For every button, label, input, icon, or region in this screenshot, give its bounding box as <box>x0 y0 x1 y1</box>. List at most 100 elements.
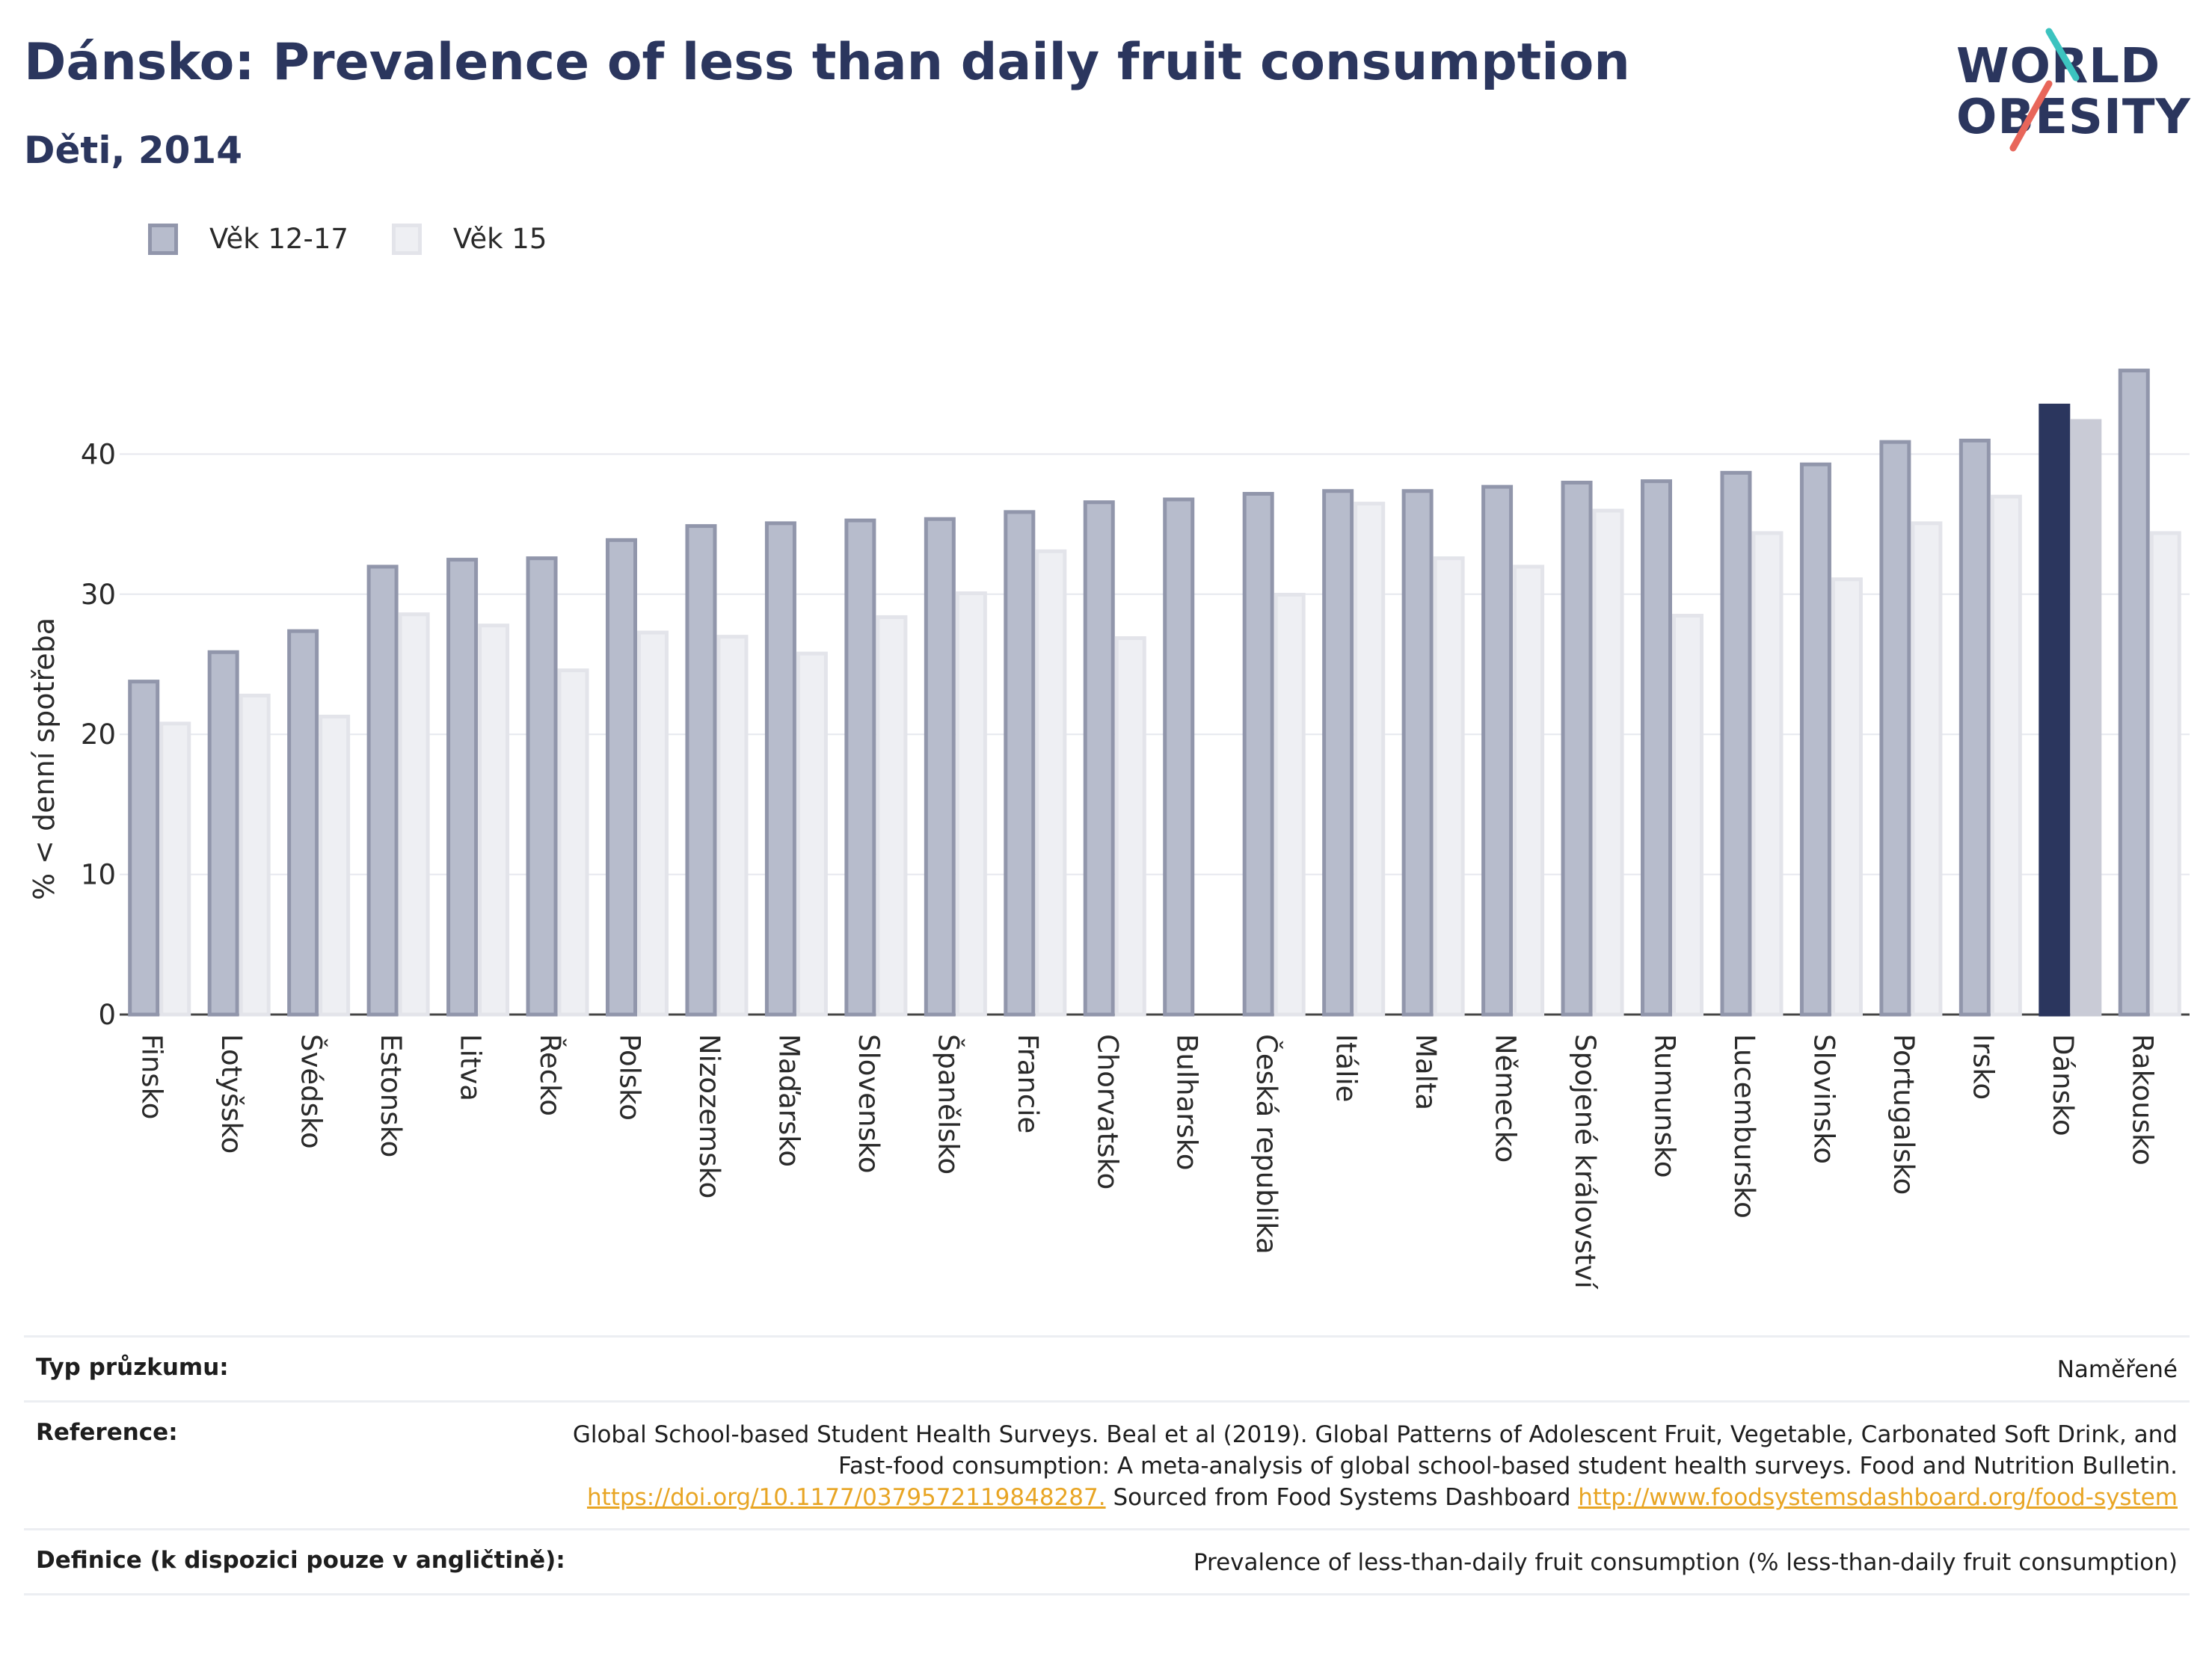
logo-line-2: OBESITY <box>1956 90 2191 145</box>
x-tick-label: Estonsko <box>375 1034 407 1157</box>
x-tick-label: Dánsko <box>2047 1034 2079 1136</box>
y-tick-label: 30 <box>81 579 116 611</box>
bar-age-15[interactable] <box>239 693 271 1017</box>
bar-age-15[interactable] <box>557 668 589 1017</box>
x-tick-label: Nizozemsko <box>693 1034 725 1198</box>
bar-age-15[interactable] <box>1513 564 1545 1017</box>
bar-age-15[interactable] <box>398 612 430 1017</box>
chart-title: Dánsko: Prevalence of less than daily fr… <box>24 33 1630 92</box>
bar-age-12-17[interactable] <box>924 517 956 1017</box>
bar-age-15[interactable] <box>1751 531 1784 1017</box>
x-tick-label: Lucembursko <box>1728 1034 1760 1219</box>
y-tick-label: 10 <box>81 859 116 891</box>
bar-age-12-17[interactable] <box>1004 510 1036 1017</box>
bar-age-15[interactable] <box>2070 419 2102 1017</box>
bar-age-15[interactable] <box>716 635 749 1017</box>
survey-type-value: Naměřené <box>2056 1356 2178 1383</box>
bar-chart: 0 10 20 30 40 Finsko Lotyšsko Švédsko Estonsko L… <box>28 369 2190 1290</box>
bar-age-12-17[interactable] <box>1481 484 1514 1017</box>
bar-age-12-17[interactable] <box>606 538 637 1017</box>
x-tick-label: Spojené království <box>1569 1034 1601 1290</box>
grid-lines <box>120 453 2190 1016</box>
bars <box>128 369 2181 1017</box>
x-tick-label: Rakousko <box>2126 1034 2158 1166</box>
bar-age-12-17[interactable] <box>1561 481 1593 1017</box>
x-tick-label: Litva <box>455 1034 487 1101</box>
y-axis-ticks: 0 10 20 30 40 <box>81 438 116 1031</box>
bar-age-15[interactable] <box>796 651 828 1017</box>
bar-age-15[interactable] <box>1672 614 1703 1017</box>
x-tick-label: Rumunsko <box>1649 1034 1681 1178</box>
bar-age-15[interactable] <box>1274 592 1306 1017</box>
definition-value: Prevalence of less-than-daily fruit cons… <box>1193 1549 2178 1576</box>
doi-link[interactable]: https://doi.org/10.1177/0379572119848287… <box>587 1484 1106 1511</box>
bar-age-12-17[interactable] <box>2039 403 2071 1017</box>
bar-age-15[interactable] <box>1114 636 1146 1017</box>
definition-label: Definice (k dispozici pouze v angličtině… <box>36 1547 565 1574</box>
bar-age-12-17[interactable] <box>1163 497 1195 1017</box>
bar-age-12-17[interactable] <box>366 564 399 1017</box>
x-tick-label: Irsko <box>1967 1034 1999 1100</box>
reference-value: Global School-based Student Health Surve… <box>570 1419 2178 1513</box>
bar-age-12-17[interactable] <box>764 521 796 1017</box>
reference-text: Global School-based Student Health Surve… <box>572 1421 2178 1480</box>
world-obesity-logo: WORLD OBESITY <box>1944 21 2199 156</box>
bar-age-12-17[interactable] <box>1083 500 1115 1017</box>
x-axis-labels: Finsko Lotyšsko Švédsko Estonsko Litva Řecko P… <box>136 1034 2159 1290</box>
bar-age-15[interactable] <box>1354 502 1386 1017</box>
x-tick-label: Španělsko <box>932 1034 965 1175</box>
metadata-table: Typ průzkumu: Naměřené Reference: Global… <box>24 1335 2190 1595</box>
bar-age-15[interactable] <box>637 630 669 1017</box>
bar-age-15[interactable] <box>1990 494 2022 1017</box>
x-tick-label: Finsko <box>136 1034 168 1119</box>
bar-age-15[interactable] <box>1911 521 1943 1017</box>
legend-item-age-15[interactable]: Věk 15 <box>391 223 547 255</box>
bar-age-15[interactable] <box>876 615 908 1017</box>
x-tick-label: Německo <box>1490 1034 1522 1163</box>
x-tick-label: Chorvatsko <box>1091 1034 1123 1189</box>
bar-age-12-17[interactable] <box>1401 489 1434 1017</box>
bar-age-15[interactable] <box>478 624 510 1017</box>
bar-age-12-17[interactable] <box>1322 489 1354 1017</box>
legend-item-age-12-17[interactable]: Věk 12-17 <box>148 223 348 255</box>
bar-age-12-17[interactable] <box>287 629 319 1017</box>
bar-age-12-17[interactable] <box>446 558 479 1017</box>
bar-age-15[interactable] <box>1592 508 1624 1017</box>
bar-age-12-17[interactable] <box>685 524 717 1017</box>
y-tick-label: 40 <box>81 438 116 470</box>
bar-age-15[interactable] <box>1035 549 1067 1017</box>
bar-age-15[interactable] <box>159 721 191 1017</box>
y-tick-label: 0 <box>98 999 116 1031</box>
bar-age-12-17[interactable] <box>128 680 160 1017</box>
bar-age-12-17[interactable] <box>1879 440 1911 1017</box>
bar-age-12-17[interactable] <box>1958 438 1991 1017</box>
reference-source-text: Sourced from Food Systems Dashboard <box>1113 1484 1571 1511</box>
bar-age-15[interactable] <box>1433 556 1465 1017</box>
bar-age-12-17[interactable] <box>526 556 558 1017</box>
bar-age-15[interactable] <box>2149 531 2181 1017</box>
bar-age-15[interactable] <box>1831 577 1863 1017</box>
chart-subtitle: Děti, 2014 <box>24 129 243 172</box>
x-tick-label: Lotyšsko <box>215 1034 248 1154</box>
bar-age-12-17[interactable] <box>1242 491 1274 1017</box>
bar-age-12-17[interactable] <box>844 518 876 1017</box>
bar-age-15[interactable] <box>319 714 351 1017</box>
legend-swatch-age-15 <box>391 223 422 255</box>
food-systems-link[interactable]: http://www.foodsystemsdashboard.org/food… <box>1578 1484 2178 1511</box>
x-tick-label: Slovinsko <box>1807 1034 1840 1164</box>
y-tick-label: 20 <box>81 718 116 751</box>
x-tick-label: Francie <box>1012 1034 1044 1133</box>
reference-row: Reference: Global School-based Student H… <box>24 1400 2190 1528</box>
bar-age-12-17[interactable] <box>1799 462 1831 1017</box>
x-tick-label: Polsko <box>614 1034 646 1121</box>
bar-age-15[interactable] <box>955 591 987 1017</box>
legend-swatch-age-12-17 <box>148 223 178 255</box>
x-tick-label: Bulharsko <box>1171 1034 1203 1170</box>
x-tick-label: Maďarsko <box>772 1034 805 1167</box>
bar-age-12-17[interactable] <box>2118 369 2150 1017</box>
bar-age-12-17[interactable] <box>1641 479 1672 1017</box>
bar-age-12-17[interactable] <box>207 650 239 1017</box>
x-tick-label: Švédsko <box>295 1034 328 1149</box>
bar-age-12-17[interactable] <box>1720 470 1752 1017</box>
x-tick-label: Malta <box>1410 1034 1442 1110</box>
